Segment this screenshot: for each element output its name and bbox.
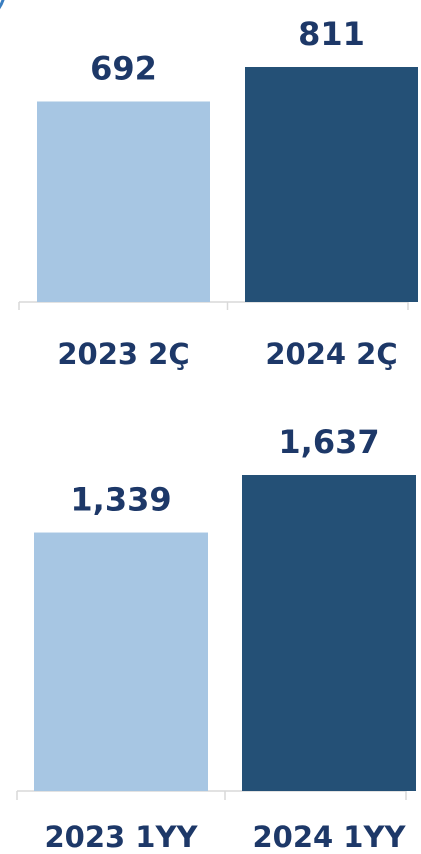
category-label: 2024 2Ç bbox=[265, 337, 397, 371]
chart-half-year: 1,339 2023 1YY 1,637 2024 1YY bbox=[16, 423, 416, 854]
bar-2023-1yy bbox=[34, 532, 208, 791]
bar-2024-2- bbox=[245, 67, 418, 302]
data-label: 811 bbox=[298, 15, 365, 53]
data-label: 1,637 bbox=[278, 423, 379, 461]
bar-2024-1yy bbox=[242, 475, 416, 791]
data-label: 692 bbox=[90, 49, 157, 87]
category-label: 2023 1YY bbox=[45, 820, 199, 854]
bar-2023-2- bbox=[37, 101, 210, 303]
data-label: 1,339 bbox=[70, 481, 171, 519]
category-label: 2023 2Ç bbox=[57, 337, 189, 371]
chart-quarterly: 692 2023 2Ç 811 2024 2Ç bbox=[18, 15, 418, 371]
category-label: 2024 1YY bbox=[253, 820, 407, 854]
corner-mark bbox=[0, 0, 5, 10]
